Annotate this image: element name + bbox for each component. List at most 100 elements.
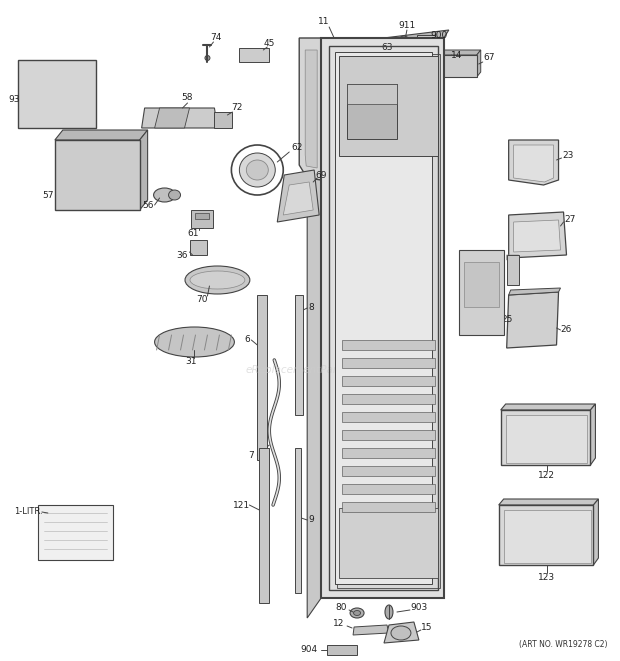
Text: 15: 15 [421, 623, 433, 633]
Ellipse shape [45, 91, 55, 99]
Bar [18, 60, 95, 128]
Text: 12: 12 [334, 619, 345, 629]
Bar [342, 394, 435, 404]
Polygon shape [307, 38, 321, 618]
Polygon shape [513, 145, 554, 182]
Text: 6: 6 [244, 336, 250, 344]
Polygon shape [353, 625, 389, 635]
Ellipse shape [154, 327, 234, 357]
Text: 123: 123 [538, 574, 555, 582]
Bar [342, 484, 435, 494]
Text: 36: 36 [177, 251, 188, 260]
Polygon shape [508, 288, 560, 295]
Text: 900: 900 [430, 30, 448, 40]
Bar [347, 84, 397, 139]
Ellipse shape [205, 56, 210, 61]
Bar [55, 140, 140, 210]
Polygon shape [154, 108, 190, 128]
Text: 26: 26 [561, 325, 572, 334]
Bar [190, 240, 208, 255]
Polygon shape [507, 292, 559, 348]
Bar [501, 410, 590, 465]
Polygon shape [55, 130, 148, 140]
Text: 74: 74 [210, 34, 221, 42]
Text: 72: 72 [232, 104, 243, 112]
Text: 14: 14 [451, 50, 463, 59]
Bar [507, 255, 519, 285]
Ellipse shape [472, 279, 490, 291]
Bar [339, 56, 438, 156]
Ellipse shape [154, 188, 175, 202]
Bar [459, 250, 503, 335]
Text: 903: 903 [410, 603, 428, 613]
Text: 93: 93 [8, 95, 20, 104]
Bar [259, 448, 269, 603]
Text: 27: 27 [565, 215, 576, 225]
Polygon shape [508, 140, 559, 185]
Ellipse shape [190, 271, 245, 289]
Polygon shape [302, 30, 449, 58]
Polygon shape [305, 50, 317, 168]
Ellipse shape [401, 40, 407, 46]
Bar [464, 262, 498, 307]
Bar [192, 210, 213, 228]
Ellipse shape [350, 608, 364, 618]
Bar [498, 505, 593, 565]
Bar [339, 508, 438, 578]
Polygon shape [477, 50, 481, 77]
Text: 69: 69 [316, 171, 327, 180]
Text: 58: 58 [182, 93, 193, 102]
Bar [295, 448, 301, 593]
Text: 62: 62 [291, 143, 303, 153]
Ellipse shape [39, 86, 61, 104]
Polygon shape [277, 170, 319, 222]
Polygon shape [391, 50, 419, 72]
Bar [342, 412, 435, 422]
Ellipse shape [398, 36, 410, 50]
Ellipse shape [385, 605, 393, 619]
Bar [503, 510, 591, 563]
Bar [329, 46, 438, 590]
Text: 911: 911 [398, 20, 415, 30]
Bar [342, 376, 435, 386]
Ellipse shape [340, 589, 352, 597]
Bar [417, 35, 435, 47]
Polygon shape [507, 255, 519, 260]
Bar [295, 295, 303, 415]
Bar [342, 430, 435, 440]
Text: 8: 8 [308, 303, 314, 313]
Text: 7: 7 [249, 451, 254, 459]
Polygon shape [384, 622, 419, 643]
Bar [38, 505, 113, 560]
Bar [257, 295, 267, 460]
Polygon shape [501, 404, 595, 410]
Bar [347, 84, 397, 104]
Text: 23: 23 [563, 151, 574, 159]
Text: 904: 904 [301, 646, 317, 654]
Text: 25: 25 [501, 315, 512, 325]
Bar [195, 213, 210, 219]
Text: (ART NO. WR19278 C2): (ART NO. WR19278 C2) [520, 641, 608, 650]
Polygon shape [513, 220, 560, 252]
Polygon shape [429, 50, 480, 55]
Bar [321, 38, 444, 598]
Bar [342, 466, 435, 476]
Polygon shape [590, 404, 595, 465]
Text: 61: 61 [188, 229, 199, 239]
Text: 57: 57 [42, 190, 53, 200]
Text: 1-LITR.: 1-LITR. [14, 508, 42, 516]
Ellipse shape [169, 190, 180, 200]
Bar [239, 48, 269, 62]
Polygon shape [508, 212, 567, 258]
Ellipse shape [246, 160, 268, 180]
Text: 122: 122 [538, 471, 555, 481]
Text: 31: 31 [186, 358, 197, 366]
Bar [215, 112, 232, 128]
Text: 9: 9 [308, 516, 314, 524]
Text: 45: 45 [264, 38, 275, 48]
Ellipse shape [353, 611, 361, 615]
Bar [337, 54, 440, 588]
Bar [342, 448, 435, 458]
Bar [506, 415, 588, 463]
Text: 11: 11 [319, 17, 330, 26]
